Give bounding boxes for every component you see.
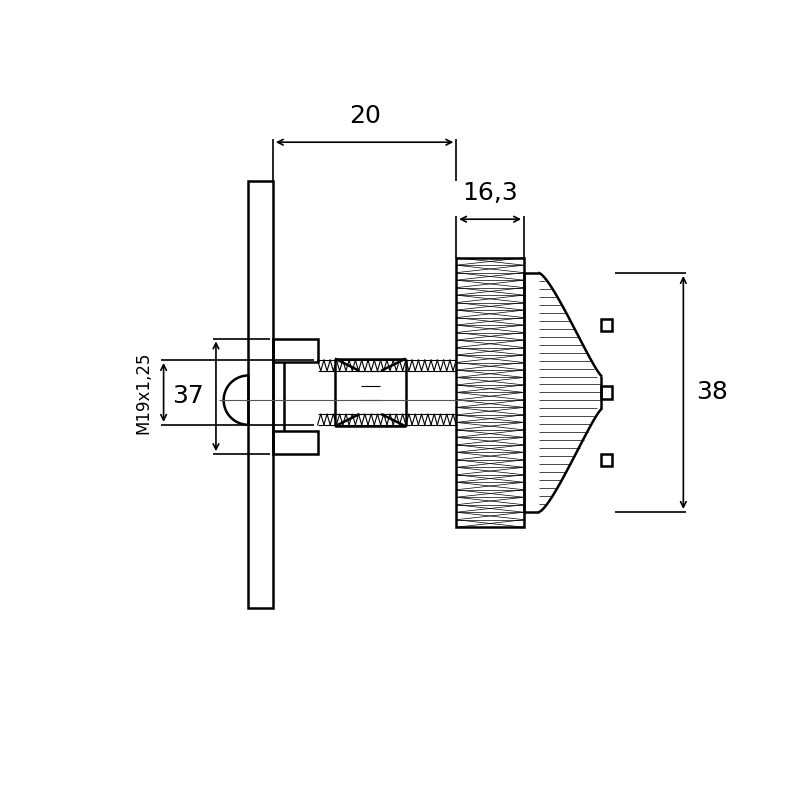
- Text: M19x1,25: M19x1,25: [135, 351, 153, 434]
- Text: 16,3: 16,3: [462, 182, 518, 206]
- Text: 20: 20: [349, 104, 381, 128]
- Text: 37: 37: [172, 384, 204, 408]
- Bar: [601, 454, 612, 466]
- Bar: [273, 431, 318, 454]
- Bar: [601, 386, 612, 398]
- Bar: [456, 258, 524, 527]
- Text: 38: 38: [696, 381, 727, 405]
- Bar: [248, 181, 273, 608]
- Bar: [273, 338, 318, 362]
- Bar: [601, 318, 612, 331]
